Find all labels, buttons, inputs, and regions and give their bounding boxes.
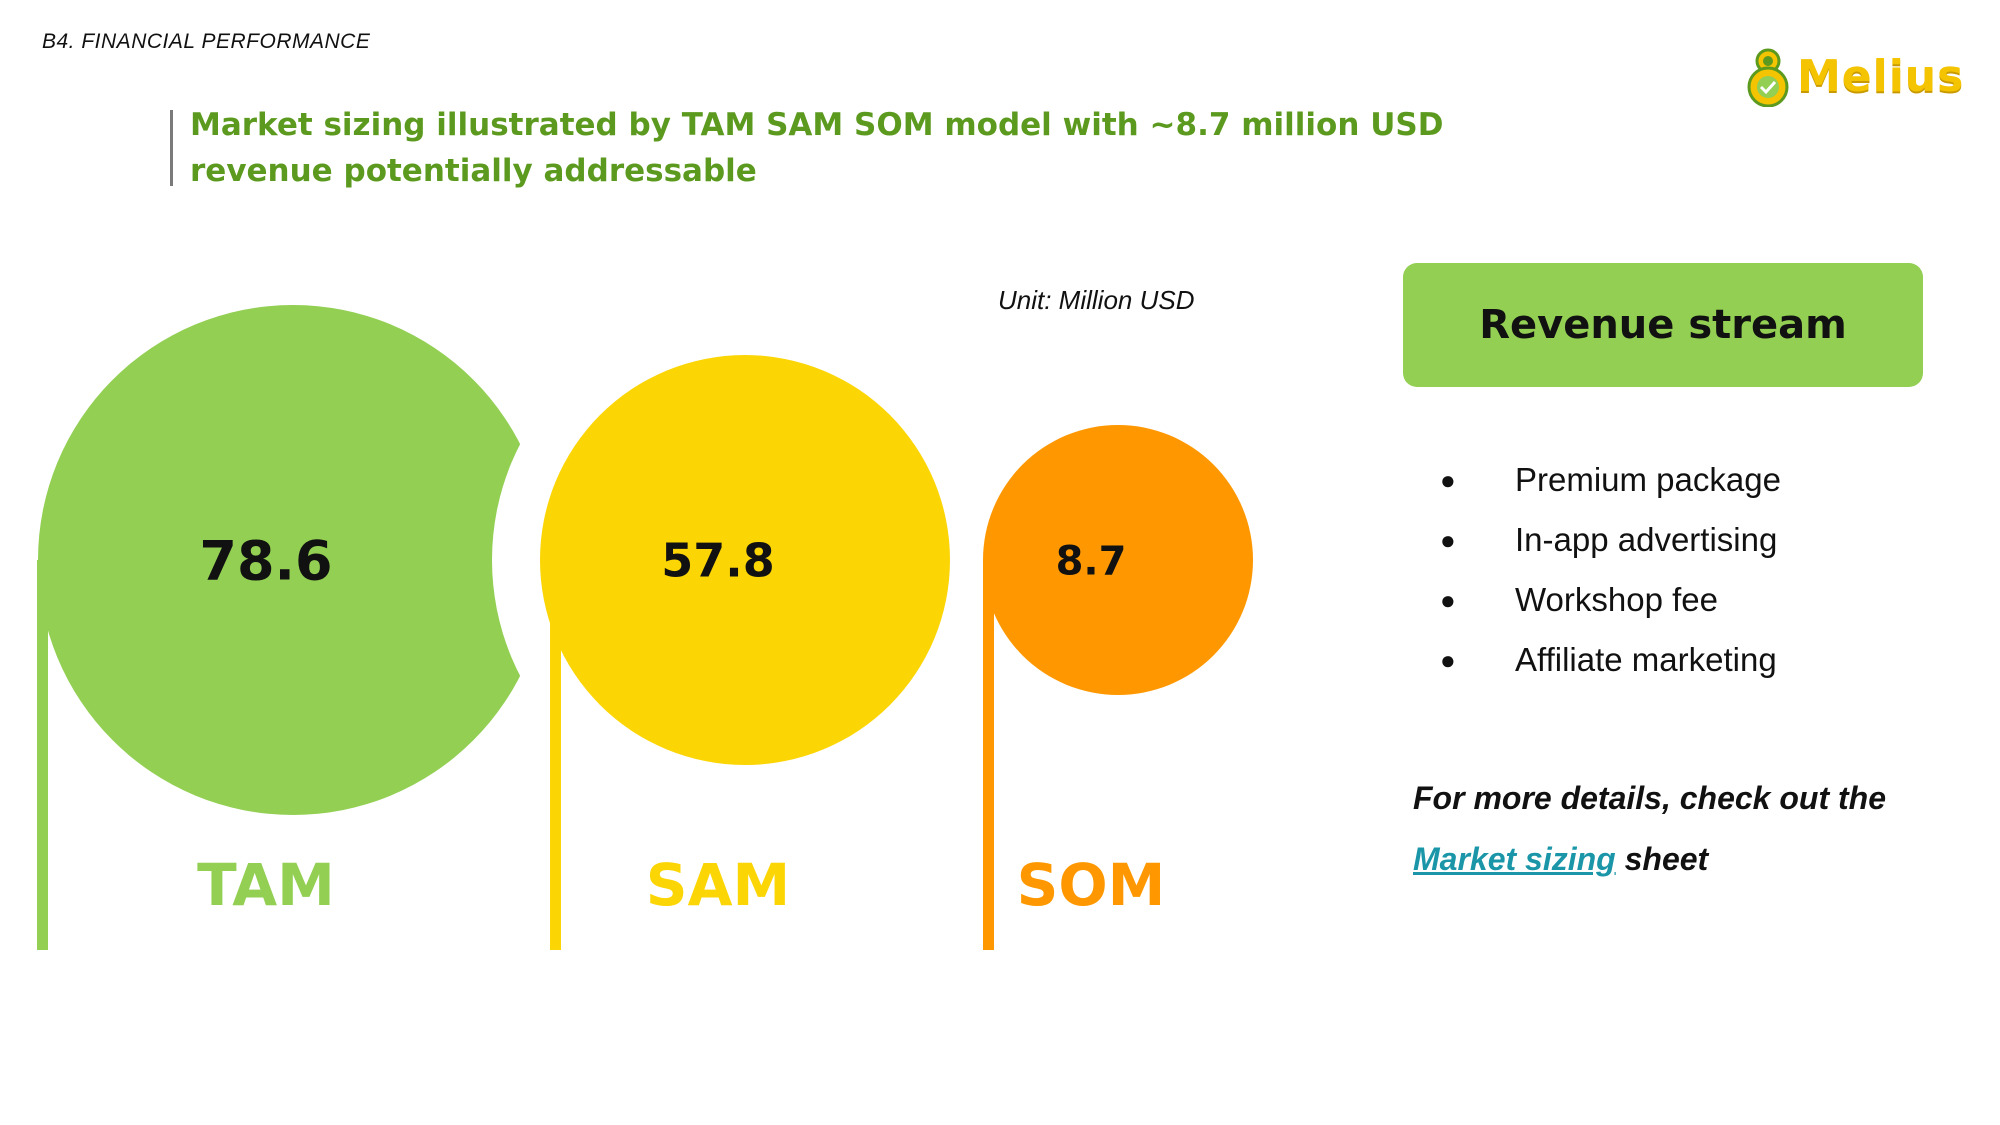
bubble-stem-sam	[550, 560, 561, 950]
category-label-som: SOM	[1017, 851, 1166, 919]
list-item-label: Affiliate marketing	[1515, 641, 1777, 678]
bubble-stem-som	[983, 560, 994, 950]
bubble-som	[983, 425, 1253, 950]
bubble-circle-tam	[38, 305, 548, 815]
list-item-label: In-app advertising	[1515, 521, 1778, 558]
category-label-sam: SAM	[646, 851, 790, 919]
melius-logo-icon	[1747, 48, 1789, 107]
unit-label: Unit: Million USD	[998, 285, 1195, 315]
list-item: ● Workshop fee	[1440, 570, 1781, 630]
list-item: ● Affiliate marketing	[1440, 630, 1781, 690]
bubble-stem-tam	[37, 560, 48, 950]
list-item: ● Premium package	[1440, 450, 1781, 510]
value-label-tam: 78.6	[199, 529, 332, 592]
revenue-stream-list: ● Premium package ● In-app advertising ● Wo…	[1440, 450, 1781, 690]
bubble-circle-sam	[540, 355, 950, 765]
bubble-circle-som	[983, 425, 1253, 695]
list-item-label: Workshop fee	[1515, 581, 1718, 618]
details-note: For more details, check out the Market s…	[1413, 768, 1973, 890]
details-suffix: sheet	[1615, 841, 1709, 877]
bubble-tam	[37, 305, 548, 950]
bullet-icon: ●	[1440, 644, 1456, 675]
value-label-sam: 57.8	[661, 534, 775, 588]
bullet-icon: ●	[1440, 524, 1456, 555]
value-label-som: 8.7	[1056, 538, 1127, 584]
list-item-label: Premium package	[1515, 461, 1781, 498]
revenue-stream-header: Revenue stream	[1403, 263, 1923, 387]
melius-logo: Melius	[1745, 44, 1964, 108]
section-label: B4. FINANCIAL PERFORMANCE	[42, 30, 371, 53]
bullet-icon: ●	[1440, 464, 1456, 495]
title-divider	[170, 110, 173, 186]
revenue-stream-title: Revenue stream	[1479, 302, 1847, 348]
list-item: ● In-app advertising	[1440, 510, 1781, 570]
market-sizing-link[interactable]: Market sizing	[1413, 841, 1616, 877]
logo-text: Melius	[1797, 50, 1965, 102]
bubble-sam	[540, 355, 950, 950]
slide-title: Market sizing illustrated by TAM SAM SOM…	[190, 107, 1444, 189]
details-prefix: For more details, check out the	[1413, 780, 1886, 816]
category-label-tam: TAM	[197, 851, 335, 919]
bullet-icon: ●	[1440, 584, 1456, 615]
